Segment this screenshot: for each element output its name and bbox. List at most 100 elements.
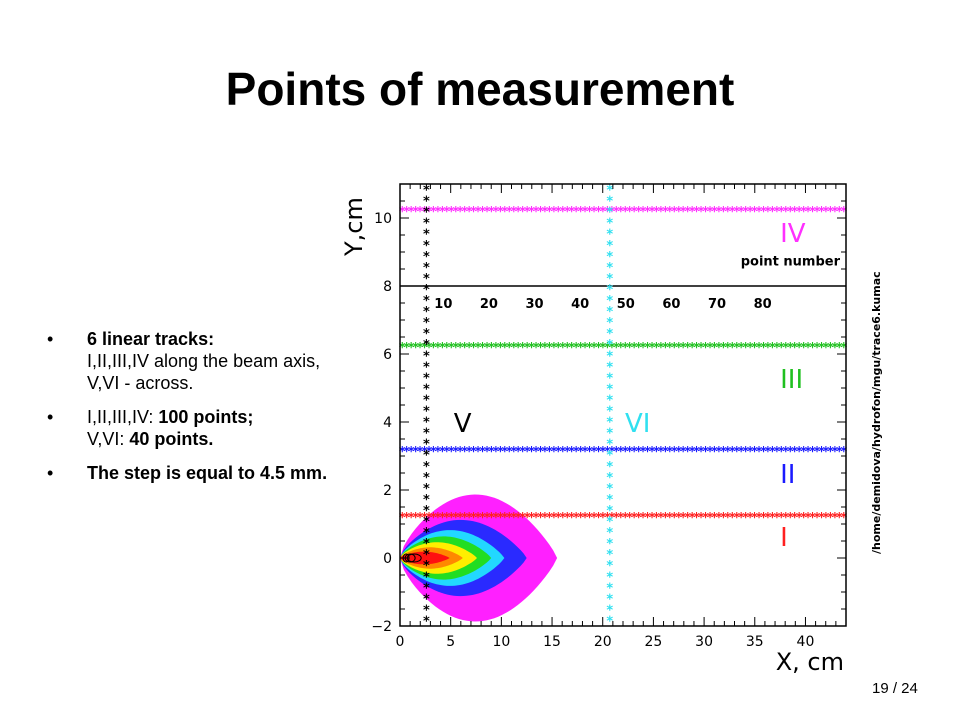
y-axis-title: Y,cm bbox=[340, 197, 368, 257]
track-point: * bbox=[435, 205, 442, 220]
track-point: * bbox=[606, 239, 613, 254]
track-point: * bbox=[423, 449, 430, 464]
track-point: * bbox=[769, 445, 776, 460]
track-point: * bbox=[591, 341, 598, 356]
track-point: * bbox=[423, 548, 430, 563]
track-point: * bbox=[658, 511, 665, 526]
track-point: * bbox=[586, 445, 593, 460]
track-point: * bbox=[608, 445, 615, 460]
track-point: * bbox=[439, 205, 446, 220]
file-path-text: /home/demidova/hydrofon/mgu/trace6.kumac bbox=[870, 271, 883, 554]
track-point: * bbox=[423, 261, 430, 276]
track-point: * bbox=[720, 511, 727, 526]
track-I: ****************************************… bbox=[399, 511, 848, 526]
track-point: * bbox=[439, 445, 446, 460]
track-point: * bbox=[818, 205, 825, 220]
y-tick-label: 0 bbox=[383, 551, 392, 567]
track-point: * bbox=[426, 341, 433, 356]
track-point: * bbox=[559, 445, 566, 460]
track-point: * bbox=[595, 341, 602, 356]
track-point: * bbox=[805, 511, 812, 526]
track-point: * bbox=[537, 511, 544, 526]
track-point: * bbox=[606, 261, 613, 276]
track-point: * bbox=[831, 511, 838, 526]
track-point: * bbox=[689, 341, 696, 356]
track-point: * bbox=[600, 445, 607, 460]
x-tick-label: 25 bbox=[644, 634, 662, 650]
track-point: * bbox=[573, 205, 580, 220]
track-point: * bbox=[426, 511, 433, 526]
track-point: * bbox=[423, 195, 430, 210]
track-point: * bbox=[421, 511, 428, 526]
track-point: * bbox=[606, 250, 613, 265]
track-point: * bbox=[644, 341, 651, 356]
track-point: * bbox=[457, 445, 464, 460]
track-point: * bbox=[631, 445, 638, 460]
track-point: * bbox=[724, 445, 731, 460]
track-point: * bbox=[524, 511, 531, 526]
track-point: * bbox=[693, 445, 700, 460]
track-point: * bbox=[715, 445, 722, 460]
track-point: * bbox=[604, 511, 611, 526]
track-point: * bbox=[698, 445, 705, 460]
track-label-V: V bbox=[454, 409, 472, 439]
track-point: * bbox=[823, 341, 830, 356]
bullet-text: V,VI - across. bbox=[87, 373, 194, 393]
track-point: * bbox=[423, 360, 430, 375]
track-point: * bbox=[791, 511, 798, 526]
track-point: * bbox=[631, 205, 638, 220]
track-point: * bbox=[729, 511, 736, 526]
track-point: * bbox=[840, 341, 847, 356]
track-point: * bbox=[796, 511, 803, 526]
x-tick-label: 40 bbox=[797, 634, 815, 650]
track-point: * bbox=[484, 445, 491, 460]
slide-title: Points of measurement bbox=[225, 63, 735, 115]
track-point: * bbox=[689, 445, 696, 460]
track-point: * bbox=[711, 445, 718, 460]
track-point: * bbox=[608, 511, 615, 526]
y-tick-label: 4 bbox=[383, 415, 392, 431]
track-point: * bbox=[550, 341, 557, 356]
track-point: * bbox=[805, 205, 812, 220]
track-point: * bbox=[423, 614, 430, 629]
track-point: * bbox=[814, 445, 821, 460]
track-point: * bbox=[399, 341, 406, 356]
track-point: * bbox=[528, 341, 535, 356]
track-point: * bbox=[586, 205, 593, 220]
track-point: * bbox=[423, 206, 430, 221]
track-point: * bbox=[470, 511, 477, 526]
track-point: * bbox=[635, 205, 642, 220]
track-point: * bbox=[423, 382, 430, 397]
track-point: * bbox=[751, 205, 758, 220]
track-point: * bbox=[671, 205, 678, 220]
track-point: * bbox=[782, 205, 789, 220]
track-point: * bbox=[622, 445, 629, 460]
track-point: * bbox=[814, 341, 821, 356]
track-point: * bbox=[423, 493, 430, 508]
track-point: * bbox=[782, 341, 789, 356]
beam-plume bbox=[400, 494, 558, 622]
track-point: * bbox=[423, 239, 430, 254]
track-point: * bbox=[439, 341, 446, 356]
track-point: * bbox=[423, 504, 430, 519]
track-point: * bbox=[724, 341, 731, 356]
track-point: * bbox=[662, 341, 669, 356]
track-point: * bbox=[606, 603, 613, 618]
track-point: * bbox=[510, 511, 517, 526]
track-point: * bbox=[724, 511, 731, 526]
track-point: * bbox=[635, 445, 642, 460]
track-point: * bbox=[577, 205, 584, 220]
track-point: * bbox=[466, 205, 473, 220]
y-tick-label: −2 bbox=[371, 619, 392, 635]
bullet-item: • I,II,III,IV: 100 points; V,VI: 40 poin… bbox=[40, 406, 330, 450]
track-label-III: III bbox=[780, 365, 803, 395]
track-point: * bbox=[417, 341, 424, 356]
track-point: * bbox=[519, 511, 526, 526]
track-point: * bbox=[423, 559, 430, 574]
track-point: * bbox=[606, 416, 613, 431]
track-point: * bbox=[423, 526, 430, 541]
track-point: * bbox=[751, 341, 758, 356]
track-point: * bbox=[479, 341, 486, 356]
track-point: * bbox=[606, 316, 613, 331]
track-point: * bbox=[675, 511, 682, 526]
